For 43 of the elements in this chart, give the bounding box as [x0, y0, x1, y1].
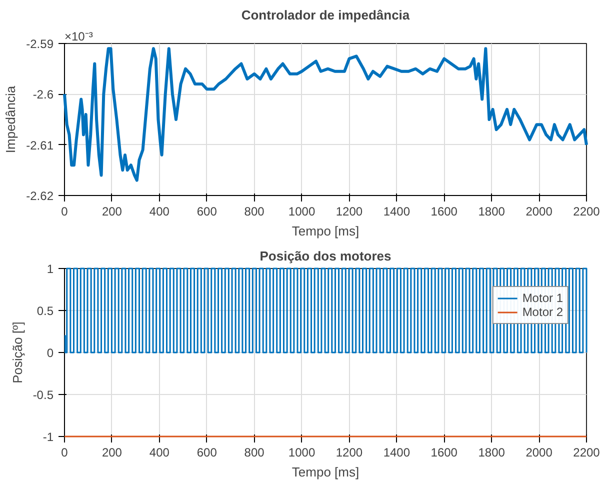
legend-label: Motor 2 [522, 305, 563, 319]
x-tick-label: 0 [61, 204, 68, 218]
x-tick-label: 600 [196, 204, 218, 218]
x-tick-label: 1000 [288, 446, 316, 460]
y-tick-label: -2.62 [26, 189, 54, 203]
x-tick-label: 1800 [478, 446, 506, 460]
x-tick-label: 1600 [430, 446, 458, 460]
x-tick-label: 1400 [383, 446, 410, 460]
x-tick-label: 1400 [383, 204, 410, 218]
chart-title: Posição dos motores [260, 248, 392, 264]
y-tick-label: -2.61 [26, 138, 54, 152]
x-tick-label: 0 [61, 446, 68, 460]
x-tick-label: 1200 [336, 446, 363, 460]
x-tick-label: 2200 [573, 204, 600, 218]
y-axis-title: Posição [º] [10, 322, 25, 384]
x-axis-title: Tempo [ms] [292, 464, 360, 480]
y-tick-label: -1 [42, 430, 54, 444]
x-tick-label: 200 [102, 446, 122, 460]
x-tick-label: 1200 [336, 204, 363, 218]
x-tick-label: 200 [102, 204, 122, 218]
x-axis-title: Tempo [ms] [292, 224, 360, 238]
x-tick-label: 1000 [288, 204, 316, 218]
x-tick-label: 2000 [526, 446, 553, 460]
y-tick-label: 0.5 [36, 304, 54, 318]
x-tick-label: 1800 [478, 204, 506, 218]
legend-label: Motor 1 [522, 291, 563, 305]
x-tick-label: 800 [244, 446, 265, 460]
text: ×10⁻³ [64, 30, 93, 44]
y-tick-label: 0 [46, 346, 54, 360]
x-tick-label: 2200 [573, 446, 600, 460]
x-tick-label: 800 [244, 204, 265, 218]
y-tick-label: -0.5 [32, 388, 54, 402]
y-tick-label: 1 [46, 262, 54, 276]
x-tick-label: 1600 [430, 204, 458, 218]
y-tick-label: -2.59 [26, 37, 54, 51]
x-tick-label: 400 [149, 446, 170, 460]
y-axis-title: Impedância [3, 85, 18, 154]
y-tick-label: -2.6 [32, 88, 54, 102]
chart-title: Controlador de impedância [241, 8, 410, 22]
line-series [63, 47, 588, 182]
x-tick-label: 400 [149, 204, 170, 218]
x-tick-label: 2000 [526, 204, 553, 218]
x-tick-label: 600 [196, 446, 218, 460]
